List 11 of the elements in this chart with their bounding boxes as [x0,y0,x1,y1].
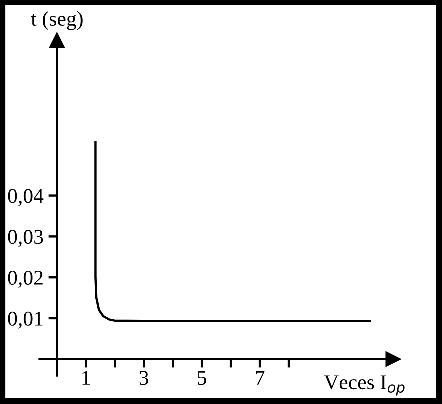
y-tick-label: 0,03 [8,230,44,248]
y-tick-label: 0,04 [8,189,44,206]
x-tick-label: 3 [140,371,149,386]
y-tick-label: 0,01 [8,312,43,329]
y-axis-title: t (seg) [31,11,83,30]
x-tick-label: 7 [256,371,265,385]
line-series [94,142,372,322]
x-tick-label: 5 [198,371,206,386]
x-tick-label: 1 [82,371,90,385]
y-tick-label: 0,02 [8,270,43,288]
x-axis-title: Veces I$_{op}$ [324,376,405,396]
